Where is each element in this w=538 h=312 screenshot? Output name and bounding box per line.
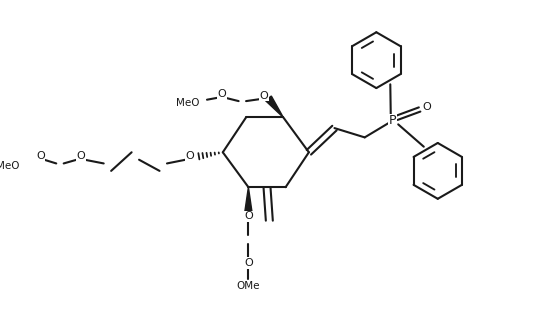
Text: O: O: [244, 258, 253, 268]
Text: O: O: [259, 90, 268, 100]
Text: MeO: MeO: [0, 161, 20, 171]
Text: O: O: [76, 151, 86, 161]
Text: O: O: [36, 151, 45, 161]
Text: O: O: [217, 89, 226, 99]
Polygon shape: [265, 96, 284, 117]
Text: O: O: [186, 151, 195, 161]
Text: O: O: [422, 102, 431, 112]
Text: O: O: [244, 212, 253, 222]
Polygon shape: [245, 187, 252, 213]
Text: MeO: MeO: [176, 98, 200, 109]
Text: P: P: [389, 114, 397, 127]
Text: OMe: OMe: [237, 281, 260, 291]
